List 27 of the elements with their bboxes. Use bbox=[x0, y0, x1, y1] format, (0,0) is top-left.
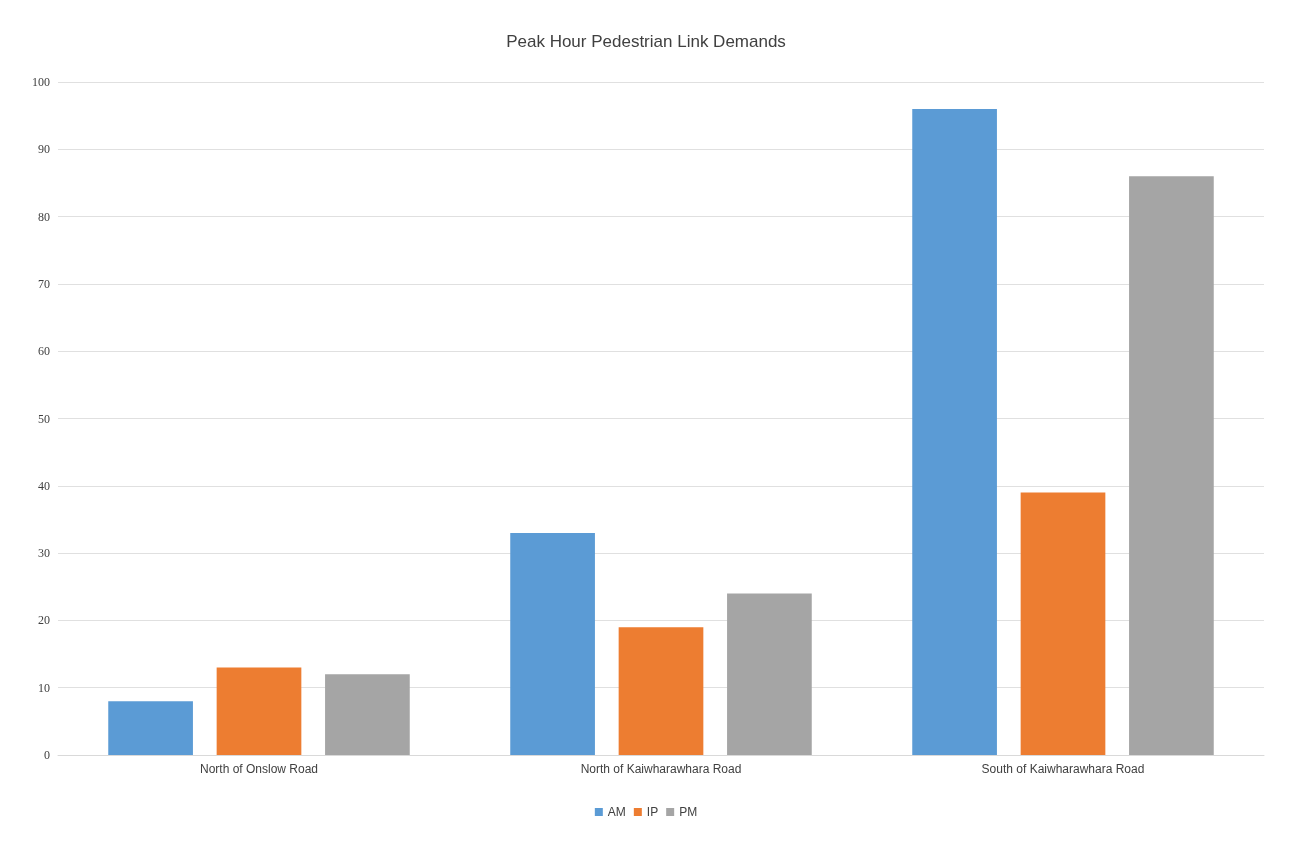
bar bbox=[510, 532, 595, 755]
y-tick-label: 0 bbox=[44, 748, 50, 762]
legend-label: PM bbox=[679, 805, 698, 819]
legend-label: IP bbox=[646, 805, 659, 819]
bar bbox=[618, 627, 704, 755]
y-tick-label: 50 bbox=[38, 411, 50, 426]
x-tick-label: North of Onslow Road bbox=[199, 762, 319, 776]
y-tick-label: 40 bbox=[38, 478, 50, 493]
y-tick-label: 60 bbox=[38, 344, 50, 359]
y-tick-label: 100 bbox=[32, 75, 50, 89]
bar bbox=[325, 674, 410, 755]
bar bbox=[912, 108, 997, 755]
legend-label: AM bbox=[607, 805, 626, 819]
bar bbox=[727, 593, 812, 755]
bar bbox=[1129, 176, 1214, 755]
chart-title: Peak Hour Pedestrian Link Demands bbox=[506, 32, 786, 51]
bar bbox=[108, 701, 193, 755]
y-tick-label: 90 bbox=[38, 142, 50, 157]
bar bbox=[1020, 492, 1106, 755]
y-tick-label: 10 bbox=[38, 680, 50, 695]
x-tick-label: South of Kaiwharawhara Road bbox=[981, 762, 1145, 776]
y-tick-label: 80 bbox=[38, 209, 50, 224]
y-tick-label: 30 bbox=[38, 546, 50, 561]
bar bbox=[216, 667, 302, 755]
x-tick-label: North of Kaiwharawhara Road bbox=[580, 762, 742, 776]
y-tick-label: 20 bbox=[38, 613, 50, 628]
y-tick-label: 70 bbox=[38, 276, 50, 291]
